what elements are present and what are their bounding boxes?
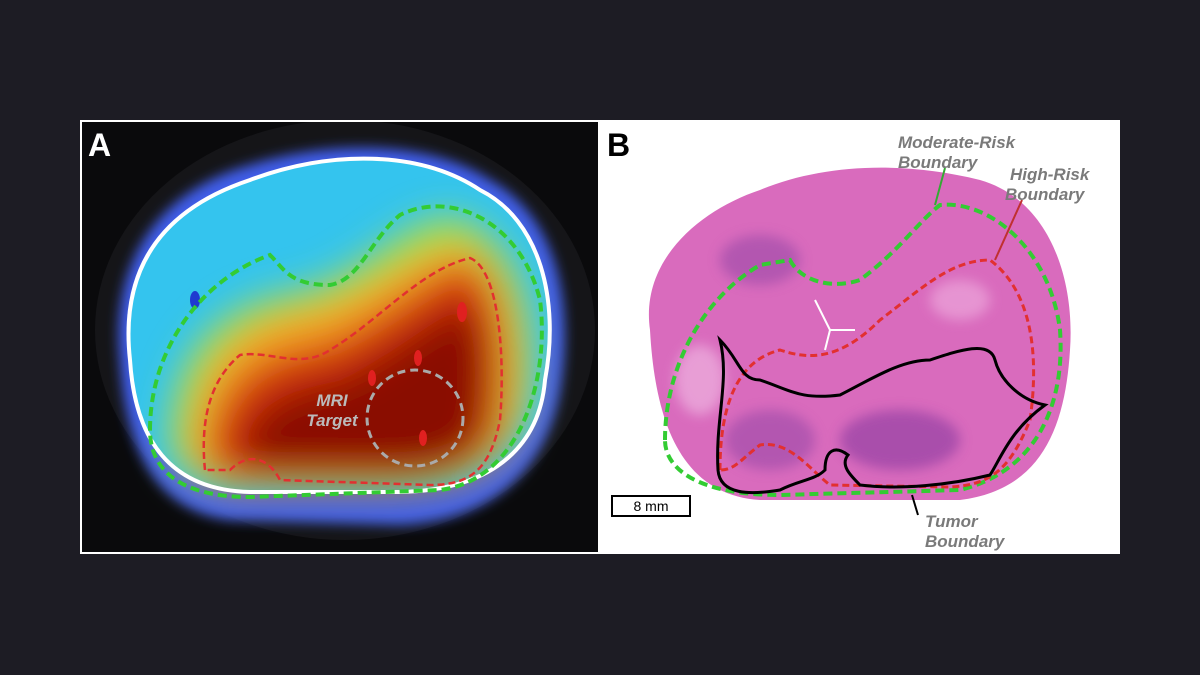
annotation: Target [306, 411, 359, 430]
annotation: Boundary [1005, 185, 1086, 204]
annotation: High-Risk [1010, 165, 1091, 184]
scale-bar [611, 495, 691, 517]
panel-label: A [88, 127, 111, 163]
annotation: MRI [316, 391, 348, 410]
panel-label: B [607, 127, 630, 163]
panel-b: Moderate-Risk Boundary High-Risk Boundar… [602, 122, 1118, 552]
panel-a: MRI Target A [82, 122, 598, 552]
scale-bar-label: 8 mm [634, 498, 669, 514]
annotation: Boundary [925, 532, 1006, 551]
annotation: Tumor [925, 512, 979, 531]
annotation: Boundary [898, 153, 979, 172]
annotation: Moderate-Risk [898, 133, 1017, 152]
